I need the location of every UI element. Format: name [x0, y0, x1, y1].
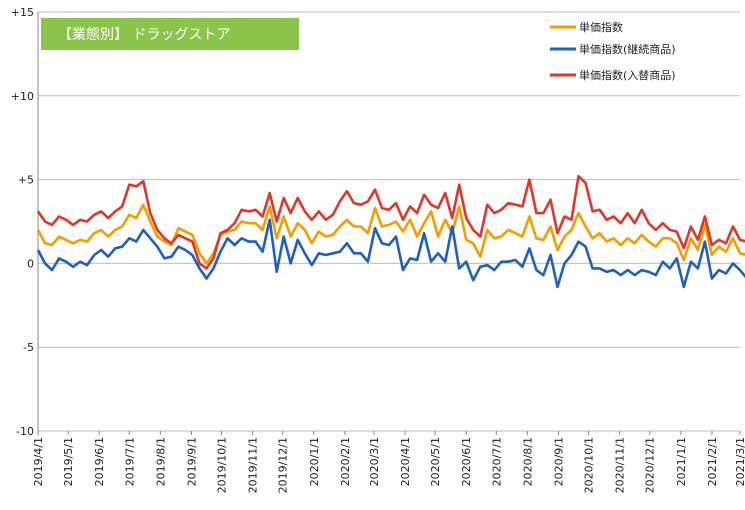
series-line-0: [36, 203, 745, 265]
gridlines: [37, 11, 740, 432]
chart-title-background: [41, 18, 299, 50]
x-tick-label: 2020/5/1: [429, 437, 442, 486]
legend-label-1: 単価指数(継続商品): [579, 42, 676, 56]
x-tick-label: 2020/8/1: [521, 437, 534, 486]
x-tick-label: 2020/11/1: [614, 437, 627, 493]
x-tick-label: 2020/9/1: [552, 437, 565, 486]
x-tick-label: 2020/10/1: [583, 437, 596, 493]
y-tick-label: +15: [11, 6, 34, 19]
chart-title: 【業態別】 ドラッグストア: [58, 27, 230, 43]
y-tick-label: -10: [16, 425, 34, 438]
legend-label-0: 単価指数: [579, 20, 623, 34]
x-tick-label: 2019/4/1: [32, 437, 45, 486]
x-tick-label: 2020/7/1: [490, 437, 503, 486]
x-tick-label: 2020/2/1: [339, 437, 352, 486]
y-tick-label: 0: [27, 257, 34, 270]
x-tick-label: 2020/12/1: [644, 437, 657, 493]
y-tick-label: -5: [23, 341, 34, 354]
x-tick-label: 2019/7/1: [123, 437, 136, 486]
series-line-1: [36, 218, 745, 289]
x-tick-label: 2019/12/1: [277, 437, 290, 493]
x-tick-label: 2021/1/1: [675, 437, 688, 486]
series-line-2: [36, 174, 745, 270]
x-tick-label: 2019/11/1: [247, 437, 260, 493]
x-tick-label: 2021/3/1: [734, 437, 745, 486]
x-tick-label: 2020/1/1: [308, 437, 321, 486]
x-tick-label: 2021/2/1: [706, 437, 719, 486]
x-tick-label: 2019/6/1: [93, 437, 106, 486]
x-tick-label: 2019/9/1: [185, 437, 198, 486]
y-tick-label: +5: [18, 174, 34, 187]
x-tick-label: 2020/4/1: [399, 437, 412, 486]
x-tick-label: 2019/10/1: [216, 437, 229, 493]
chart-title-box: 【業態別】 ドラッグストア: [41, 18, 299, 50]
legend-label-2: 単価指数(入替商品): [579, 68, 676, 82]
x-tick-label: 2020/3/1: [368, 437, 381, 486]
x-axis-ticks: 2019/4/1 2019/5/1 2019/6/1 2019/7/1 2019/8/1…: [32, 431, 745, 493]
x-tick-label: 2019/8/1: [154, 437, 167, 486]
series-lines: [36, 174, 745, 289]
x-tick-label: 2019/5/1: [62, 437, 75, 486]
x-tick-label: 2020/6/1: [460, 437, 473, 486]
y-tick-label: +10: [11, 90, 34, 103]
y-axis-ticks: -10 -5 0 +5 +10 +15: [11, 6, 34, 438]
